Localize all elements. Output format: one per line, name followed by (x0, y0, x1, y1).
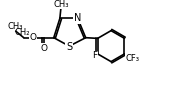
Text: O: O (30, 33, 37, 42)
Text: N: N (74, 13, 81, 23)
Text: O: O (40, 44, 47, 53)
Text: F: F (92, 51, 97, 60)
Text: S: S (66, 42, 72, 52)
Text: CH₃: CH₃ (53, 0, 69, 9)
Text: CF₃: CF₃ (126, 54, 140, 63)
Text: CH₃: CH₃ (8, 22, 24, 31)
Text: CH₂: CH₂ (14, 28, 30, 37)
